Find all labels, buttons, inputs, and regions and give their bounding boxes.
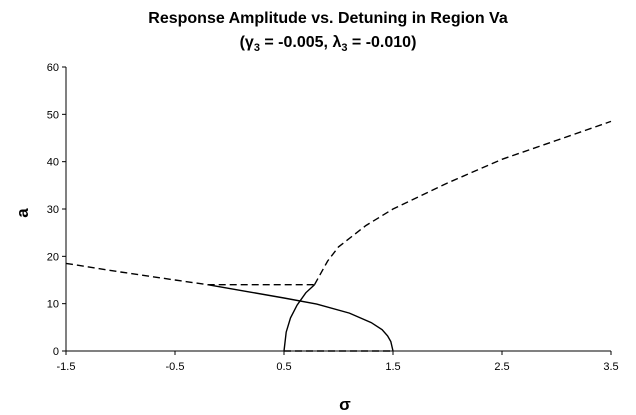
y-tick-label: 60	[47, 62, 59, 74]
x-tick-label: 0.5	[276, 361, 291, 373]
x-tick-label: 2.5	[494, 361, 509, 373]
series-line-1-dashed	[65, 262, 208, 286]
y-tick-label: 20	[47, 251, 59, 263]
y-tick-label: 50	[47, 109, 59, 121]
series-line-5-dashed	[313, 120, 612, 286]
x-tick-label: 1.5	[385, 361, 400, 373]
chart-title: Response Amplitude vs. Detuning in Regio…	[148, 10, 508, 27]
plot-area: 0 10 20 30 40 50 60 -1.5 -0.5 0.5 1.5 2.5 3.5	[47, 62, 619, 373]
y-tick-label: 0	[53, 346, 59, 358]
x-tick-label: -1.5	[57, 361, 76, 373]
y-tick-label: 30	[47, 204, 59, 216]
y-tick-label: 10	[47, 299, 59, 311]
x-axis-label: σ	[339, 395, 351, 414]
x-tick-label: 3.5	[603, 361, 618, 373]
chart-subtitle: (γ3 = -0.005, λ3 = -0.010)	[240, 34, 417, 54]
y-axis-label: a	[13, 208, 32, 218]
x-tick-label: -0.5	[166, 361, 185, 373]
series-line-4-solid	[283, 284, 315, 352]
series-line-2-solid	[207, 284, 394, 352]
y-tick-label: 40	[47, 157, 59, 169]
